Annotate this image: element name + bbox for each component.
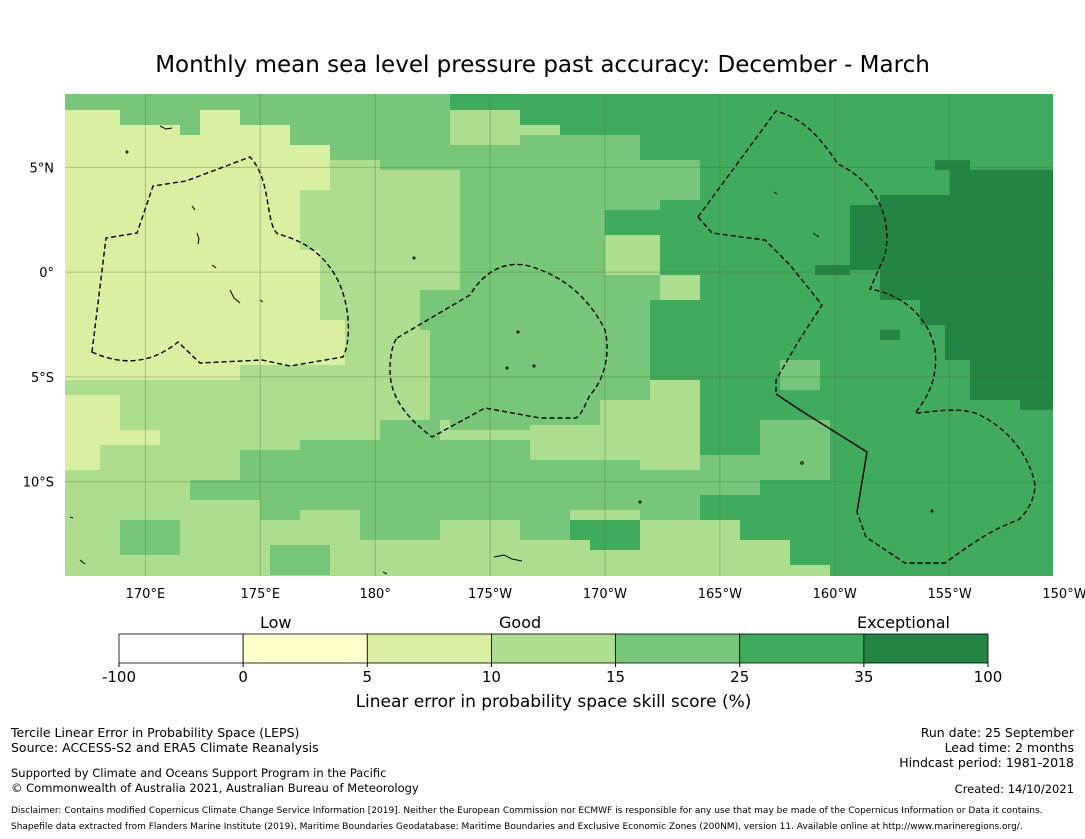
category-good: Good — [499, 613, 542, 632]
colorbar-tick-label: 35 — [854, 668, 873, 686]
created-date: Created: 14/10/2021 — [954, 782, 1074, 796]
disclaimer: Disclaimer: Contains modified Copernicus… — [11, 806, 1043, 816]
colorbar-segment — [491, 633, 616, 664]
colorbar-tick-label: 100 — [974, 668, 1003, 686]
lat-tick-label: 5°S — [31, 371, 54, 386]
colorbar-segment — [739, 633, 865, 664]
lon-tick-label: 175°W — [468, 587, 512, 602]
lon-tick-label: 175°E — [241, 587, 281, 602]
boundary-solid — [775, 393, 868, 513]
islands — [69, 125, 934, 575]
lon-tick-label: 155°W — [928, 587, 972, 602]
footer-leps: Tercile Linear Error in Probability Spac… — [11, 725, 300, 740]
lon-tick-label: 150°W — [1042, 587, 1085, 602]
colorbar-tick-label: 25 — [730, 668, 749, 686]
graticule — [65, 94, 1053, 576]
shapefile-credit: Shapefile data extracted from Flanders M… — [11, 822, 1023, 832]
colorbar-segment — [242, 633, 368, 664]
colorbar-tick-label: 10 — [482, 668, 501, 686]
longitude-ticks: 170°E 175°E 180° 175°W 170°W 165°W 160°W 155°W 1… — [126, 587, 1085, 602]
colorbar: -100 0 5 10 15 25 35 100 — [102, 633, 1003, 686]
footer-source: Source: ACCESS-S2 and ERA5 Climate Reana… — [11, 740, 319, 755]
colorbar-segment — [863, 633, 989, 664]
skill-field — [65, 94, 1053, 576]
colorbar-tick-label: 5 — [363, 668, 373, 686]
map-title: Monthly mean sea level pressure past acc… — [155, 52, 930, 78]
colorbar-tick-label: -100 — [102, 668, 136, 686]
lat-tick-label: 10°S — [23, 476, 54, 491]
lon-tick-label: 170°E — [126, 587, 166, 602]
lon-tick-label: 160°W — [813, 587, 857, 602]
lat-tick-label: 0° — [39, 266, 54, 281]
colorbar-tick-label: 0 — [238, 668, 248, 686]
eez-boundaries — [91, 110, 1036, 564]
footer-copyright: © Commonwealth of Australia 2021, Austra… — [11, 781, 419, 795]
colorbar-segment — [118, 633, 244, 664]
lon-tick-label: 165°W — [698, 587, 742, 602]
map-figure: 5°N 0° 5°S 10°S 170°E 175°E 180° 175°W 170°W 165… — [23, 94, 1085, 686]
latitude-ticks: 5°N 0° 5°S 10°S — [23, 161, 54, 490]
colorbar-segment — [366, 633, 492, 664]
colorbar-segment — [615, 633, 741, 664]
lon-tick-label: 170°W — [583, 587, 627, 602]
run-date: Run date: 25 September — [920, 725, 1074, 740]
category-low: Low — [260, 613, 292, 632]
category-exceptional: Exceptional — [857, 613, 950, 632]
footer-support: Supported by Climate and Oceans Support … — [11, 766, 387, 780]
lead-time: Lead time: 2 months — [944, 740, 1074, 755]
lat-tick-label: 5°N — [30, 161, 55, 176]
lon-tick-label: 180° — [360, 587, 391, 602]
hindcast-period: Hindcast period: 1981-2018 — [899, 755, 1074, 770]
colorbar-axis-label: Linear error in probability space skill … — [355, 692, 752, 712]
colorbar-tick-label: 15 — [606, 668, 625, 686]
